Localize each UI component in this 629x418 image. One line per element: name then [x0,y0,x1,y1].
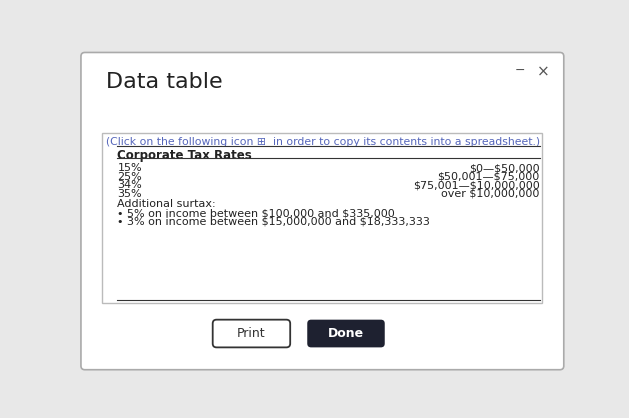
Text: Done: Done [328,327,364,340]
Text: ×: × [537,64,549,79]
Text: • 5% on income between \$100,000 and \$335,000: • 5% on income between \$100,000 and \$3… [118,208,395,218]
FancyBboxPatch shape [102,133,542,303]
Text: (Click on the following icon ⊞  in order to copy its contents into a spreadsheet: (Click on the following icon ⊞ in order … [106,137,540,147]
Text: \$50,001—\$75,000: \$50,001—\$75,000 [438,172,540,182]
Text: • 3% on income between \$15,000,000 and \$18,333,333: • 3% on income between \$15,000,000 and … [118,217,430,227]
Text: Additional surtax:: Additional surtax: [118,199,216,209]
Text: −: − [515,64,525,77]
Text: \$75,001—\$10,000,000: \$75,001—\$10,000,000 [413,180,540,190]
Text: Corporate Tax Rates: Corporate Tax Rates [118,150,252,163]
Text: 15%: 15% [118,163,142,173]
FancyBboxPatch shape [213,320,290,347]
Text: Data table: Data table [106,72,223,92]
Text: \$0—\$50,000: \$0—\$50,000 [469,163,540,173]
Text: Print: Print [237,327,266,340]
FancyBboxPatch shape [81,53,564,370]
Text: over \$10,000,000: over \$10,000,000 [442,189,540,199]
Text: 25%: 25% [118,172,142,182]
Text: 35%: 35% [118,189,142,199]
Text: 34%: 34% [118,180,142,190]
FancyBboxPatch shape [307,320,385,347]
